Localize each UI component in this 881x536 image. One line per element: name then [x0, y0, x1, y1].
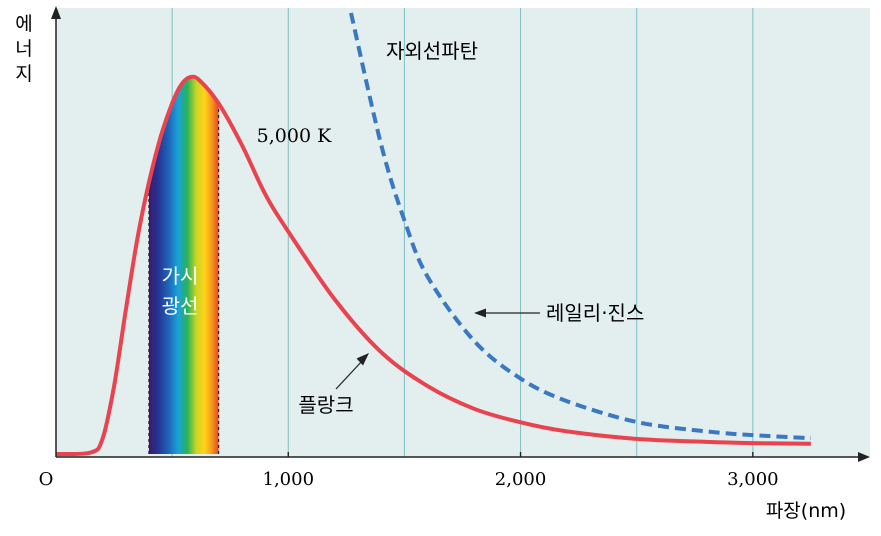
rayleigh-jeans-label: 레일리·진스 [546, 301, 644, 325]
x-axis-label: 파장(nm) [766, 500, 846, 522]
temperature-label: 5,000 K [257, 125, 332, 147]
rayleigh-jeans-pointer-arrow-icon [474, 308, 486, 318]
planck-label: 플랑크 [298, 393, 353, 417]
visible-light-label-line2: 광선 [162, 294, 199, 318]
planck-pointer [335, 359, 364, 390]
planck-pointer-arrow-icon [356, 353, 369, 366]
origin-label: O [39, 469, 54, 490]
x-axis-arrow-icon [858, 452, 870, 462]
series-planck [55, 74, 811, 457]
x-tick-label-1: 2,000 [495, 469, 547, 490]
x-tick-label-2: 3,000 [727, 469, 779, 490]
uv-catastrophe-label: 자외선파탄 [386, 39, 478, 63]
x-tick-label-0: 1,000 [263, 469, 315, 490]
series-rayleigh-jeans [349, 12, 812, 441]
visible-light-label-line1: 가시 [162, 264, 199, 288]
y-axis-arrow-icon [51, 6, 61, 19]
x-axis-ticks: 1,000 2,000 3,000 [263, 452, 779, 490]
